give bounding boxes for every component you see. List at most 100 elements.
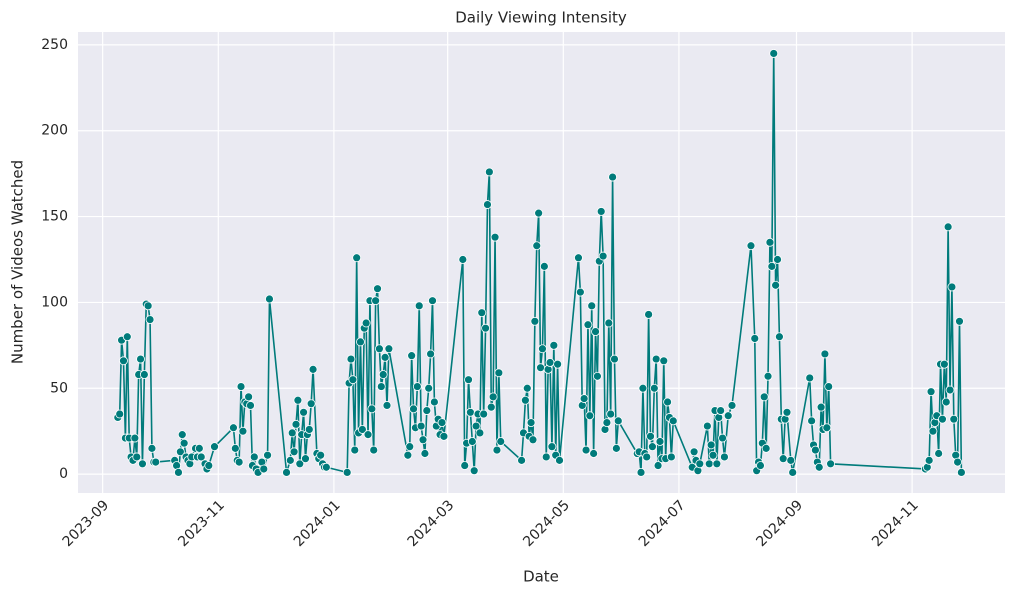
data-point — [414, 301, 424, 311]
data-point — [655, 437, 665, 446]
data-point — [938, 414, 947, 424]
data-point — [598, 251, 608, 261]
data-point — [720, 452, 729, 462]
data-point — [409, 404, 418, 414]
data-point — [663, 397, 672, 407]
data-point — [581, 445, 591, 455]
data-point — [301, 454, 310, 464]
data-point — [668, 416, 678, 426]
x-tick-label: 2024-07 — [636, 497, 689, 550]
data-point — [769, 49, 779, 58]
data-point — [230, 443, 240, 453]
data-point — [928, 426, 938, 436]
data-point — [348, 375, 358, 385]
data-point — [708, 450, 718, 460]
data-point — [593, 371, 602, 381]
data-point — [412, 382, 422, 391]
data-point — [306, 399, 316, 409]
data-point — [249, 452, 259, 462]
plot — [113, 49, 966, 477]
data-point — [651, 354, 661, 364]
data-point — [357, 425, 367, 434]
data-point — [689, 447, 699, 457]
data-point — [481, 323, 490, 333]
data-point — [536, 363, 545, 373]
data-point — [553, 359, 563, 369]
data-point — [346, 354, 356, 364]
data-point — [376, 382, 386, 391]
y-axis-label: Number of Videos Watched — [9, 160, 27, 364]
data-point — [545, 358, 555, 367]
data-point — [492, 445, 502, 455]
data-point — [139, 370, 149, 379]
data-point — [926, 387, 936, 397]
data-point — [316, 450, 326, 460]
data-point — [263, 450, 272, 460]
data-point — [174, 467, 183, 477]
data-point — [196, 452, 206, 462]
data-point — [363, 430, 373, 440]
data-point — [583, 320, 593, 330]
data-point — [782, 407, 792, 417]
plot-area — [78, 32, 1005, 493]
data-point — [244, 392, 254, 402]
data-point — [953, 457, 963, 467]
data-point — [943, 222, 953, 232]
data-point — [234, 457, 244, 467]
data-point — [403, 450, 413, 460]
data-point — [814, 462, 824, 472]
data-point — [424, 383, 434, 393]
data-point — [145, 315, 155, 324]
data-point — [579, 394, 589, 403]
data-point — [539, 261, 549, 271]
y-tick-label: 250 — [41, 37, 68, 53]
data-point — [486, 402, 496, 412]
data-point — [666, 452, 676, 462]
data-point — [761, 443, 771, 453]
data-point — [350, 445, 360, 455]
data-point — [704, 459, 714, 469]
data-point — [778, 454, 788, 464]
data-point — [299, 407, 308, 417]
data-point — [517, 455, 526, 465]
data-point — [528, 435, 538, 445]
data-point — [282, 467, 291, 477]
x-tick-label: 2024-03 — [405, 497, 458, 550]
data-point — [194, 443, 204, 453]
data-point — [380, 352, 390, 362]
data-point — [642, 452, 652, 462]
data-point — [538, 344, 547, 354]
data-point — [321, 462, 331, 472]
data-point — [304, 425, 314, 434]
data-point — [132, 452, 142, 462]
data-point — [649, 383, 659, 393]
data-point — [229, 423, 238, 433]
data-point — [437, 418, 447, 428]
data-point — [555, 455, 564, 465]
data-point — [138, 459, 147, 469]
data-point — [308, 364, 318, 374]
data-point — [824, 382, 834, 391]
data-point — [265, 294, 274, 304]
data-point — [526, 418, 536, 428]
data-point — [644, 310, 654, 319]
data-point — [287, 428, 297, 438]
grid — [78, 32, 1005, 493]
data-point — [464, 375, 473, 385]
data-point — [407, 351, 417, 361]
data-point — [382, 401, 392, 410]
data-point — [647, 442, 657, 452]
data-point — [466, 407, 475, 417]
data-point — [695, 459, 705, 469]
data-point — [293, 395, 303, 405]
data-point — [496, 437, 506, 446]
data-point — [405, 442, 415, 452]
data-point — [204, 461, 214, 470]
data-point — [659, 356, 669, 366]
data-point — [786, 455, 796, 465]
data-point — [488, 392, 498, 402]
x-tick-label: 2023-11 — [175, 497, 228, 550]
data-point — [490, 232, 500, 242]
data-point — [934, 449, 944, 458]
data-point — [289, 447, 299, 457]
